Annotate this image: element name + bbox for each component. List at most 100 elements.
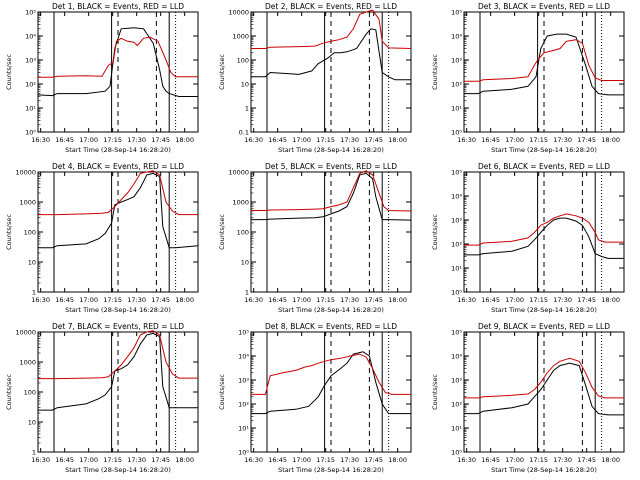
det2-x-tick-label: 16:45 bbox=[268, 136, 287, 144]
det2-x-tick-label: 16:30 bbox=[244, 136, 263, 144]
det9-y-tick-label: 10¹ bbox=[451, 425, 462, 433]
det3-y-tick-label: 10⁵ bbox=[451, 9, 462, 17]
det3-x-tick-label: 17:00 bbox=[505, 136, 524, 144]
det3-x-label: Start Time (28-Sep-14 16:28:20) bbox=[491, 146, 597, 154]
det8-x-tick-label: 16:30 bbox=[244, 456, 263, 464]
det7-y-tick-label: 1000 bbox=[19, 359, 36, 367]
det2-y-tick-label: 10000 bbox=[228, 9, 249, 17]
det6-x-tick-label: 17:00 bbox=[505, 296, 524, 304]
det1-x-label: Start Time (28-Sep-14 16:28:20) bbox=[65, 146, 171, 154]
det8-y-tick-label: 10⁴ bbox=[238, 353, 249, 361]
det5-y-tick-label: 10 bbox=[241, 259, 249, 267]
det9-y-tick-label: 10⁵ bbox=[451, 329, 462, 337]
det8-series-events-line bbox=[251, 351, 411, 415]
det6-x-tick-label: 17:30 bbox=[553, 296, 572, 304]
det1-y-tick-label: 10⁴ bbox=[25, 33, 36, 41]
det2-series-lld-line bbox=[251, 9, 412, 49]
det4-y-tick-label: 1 bbox=[32, 289, 36, 297]
det1-x-tick-label: 17:15 bbox=[103, 136, 122, 144]
det8-x-tick-label: 17:00 bbox=[292, 456, 311, 464]
det2-x-tick-label: 17:15 bbox=[316, 136, 335, 144]
det2-series-events-line bbox=[251, 28, 411, 81]
det1-series-lld-line bbox=[38, 36, 198, 78]
det9-x-tick-label: 17:45 bbox=[577, 456, 596, 464]
det7-x-tick-label: 17:00 bbox=[79, 456, 98, 464]
det2-y-tick-label: 1 bbox=[245, 105, 249, 113]
det3-y-tick-label: 10³ bbox=[451, 57, 462, 65]
det5-x-tick-label: 16:30 bbox=[244, 296, 263, 304]
det6-y-tick-label: 10⁰ bbox=[451, 289, 462, 297]
det1-y-tick-label: 10⁰ bbox=[25, 129, 36, 137]
det7-title: Det 7, BLACK = Events, RED = LLD bbox=[52, 322, 184, 331]
det1-x-tick-label: 17:00 bbox=[79, 136, 98, 144]
det8-x-tick-label: 17:45 bbox=[364, 456, 383, 464]
det9-y-tick-label: 10² bbox=[451, 401, 462, 409]
det9-x-tick-label: 16:30 bbox=[457, 456, 476, 464]
det5-x-tick-label: 18:00 bbox=[388, 296, 407, 304]
det8-y-tick-label: 10² bbox=[238, 401, 249, 409]
det2-y-label: Counts/sec bbox=[218, 54, 226, 90]
det1-x-tick-label: 18:00 bbox=[175, 136, 194, 144]
det3-series-lld-line bbox=[464, 39, 624, 82]
det2-y-tick-label: 1000 bbox=[232, 33, 249, 41]
det5-x-tick-label: 16:45 bbox=[268, 296, 287, 304]
det9-x-tick-label: 17:00 bbox=[505, 456, 524, 464]
det6-y-label: Counts/sec bbox=[431, 214, 439, 250]
det5-x-tick-label: 17:45 bbox=[364, 296, 383, 304]
det2-x-label: Start Time (28-Sep-14 16:28:20) bbox=[278, 146, 384, 154]
det2-x-tick-label: 17:30 bbox=[340, 136, 359, 144]
det6-x-tick-label: 16:45 bbox=[481, 296, 500, 304]
det5-y-tick-label: 1000 bbox=[232, 199, 249, 207]
det4-series-events-line bbox=[38, 172, 199, 249]
det8-x-tick-label: 18:00 bbox=[388, 456, 407, 464]
det3-y-tick-label: 10¹ bbox=[451, 105, 462, 113]
det8-x-label: Start Time (28-Sep-14 16:28:20) bbox=[278, 466, 384, 474]
det5-y-tick-label: 1 bbox=[245, 289, 249, 297]
det8-y-label: Counts/sec bbox=[218, 374, 226, 410]
det8-title: Det 8, BLACK = Events, RED = LLD bbox=[265, 322, 397, 331]
det4-x-tick-label: 16:45 bbox=[55, 296, 74, 304]
det9-x-tick-label: 17:30 bbox=[553, 456, 572, 464]
det9-x-label: Start Time (28-Sep-14 16:28:20) bbox=[491, 466, 597, 474]
det1-x-tick-label: 17:30 bbox=[127, 136, 146, 144]
det6-y-tick-label: 10⁵ bbox=[451, 169, 462, 177]
det8-x-tick-label: 17:30 bbox=[340, 456, 359, 464]
det3-title: Det 3, BLACK = Events, RED = LLD bbox=[478, 2, 610, 11]
det7-x-tick-label: 18:00 bbox=[175, 456, 194, 464]
det4-y-label: Counts/sec bbox=[5, 214, 13, 250]
det1-x-tick-label: 16:30 bbox=[31, 136, 50, 144]
det6-x-tick-label: 17:45 bbox=[577, 296, 596, 304]
det5-series-lld-line bbox=[251, 170, 412, 212]
det5-x-tick-label: 17:15 bbox=[316, 296, 335, 304]
det4-y-tick-label: 10 bbox=[28, 259, 36, 267]
det3-x-tick-label: 17:30 bbox=[553, 136, 572, 144]
det1-y-tick-label: 10¹ bbox=[25, 105, 36, 113]
det7-series-lld-line bbox=[38, 330, 198, 380]
det7-x-tick-label: 17:30 bbox=[127, 456, 146, 464]
det6-x-tick-label: 16:30 bbox=[457, 296, 476, 304]
det2-x-tick-label: 17:00 bbox=[292, 136, 311, 144]
det4-x-tick-label: 16:30 bbox=[31, 296, 50, 304]
det9-x-tick-label: 17:15 bbox=[529, 456, 548, 464]
det7-y-tick-label: 10000 bbox=[15, 329, 36, 337]
det1-x-tick-label: 17:45 bbox=[151, 136, 170, 144]
det3-y-tick-label: 10² bbox=[451, 81, 462, 89]
det1-y-tick-label: 10³ bbox=[25, 57, 36, 65]
det1-title: Det 1, BLACK = Events, RED = LLD bbox=[52, 2, 184, 11]
det4-x-tick-label: 17:45 bbox=[151, 296, 170, 304]
det3-x-tick-label: 16:30 bbox=[457, 136, 476, 144]
det4-x-tick-label: 17:30 bbox=[127, 296, 146, 304]
det5-y-tick-label: 10000 bbox=[228, 169, 249, 177]
det5-y-tick-label: 100 bbox=[237, 229, 249, 237]
det8-y-tick-label: 10⁵ bbox=[238, 329, 249, 337]
det6-x-label: Start Time (28-Sep-14 16:28:20) bbox=[491, 306, 597, 314]
det1-y-tick-label: 10² bbox=[25, 81, 36, 89]
det1-y-tick-label: 10⁵ bbox=[25, 9, 36, 17]
det2-x-tick-label: 18:00 bbox=[388, 136, 407, 144]
det8-series-lld-line bbox=[251, 353, 411, 395]
det6-title: Det 6, BLACK = Events, RED = LLD bbox=[478, 162, 610, 171]
det1-x-tick-label: 16:45 bbox=[55, 136, 74, 144]
det7-series-events-line bbox=[38, 332, 198, 411]
det1-y-label: Counts/sec bbox=[5, 54, 13, 90]
